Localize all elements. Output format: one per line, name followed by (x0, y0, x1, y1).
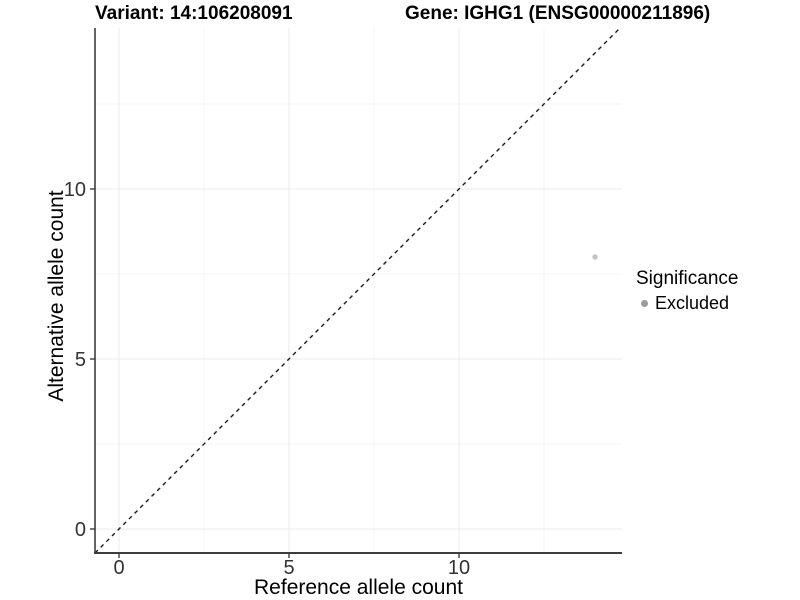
legend-title: Significance (636, 268, 739, 289)
excluded-marker-icon (641, 300, 648, 307)
x-tick-label: 10 (448, 557, 470, 579)
x-tick-label: 5 (283, 557, 294, 579)
legend-item-excluded: Excluded (636, 293, 738, 314)
legend-item-label: Excluded (655, 293, 730, 313)
data-point (592, 254, 598, 260)
variant-title: Variant: 14:106208091 (95, 3, 293, 24)
legend: Significance Excluded (636, 268, 738, 314)
y-axis-title: Alternative allele count (45, 190, 68, 402)
identity-reference-line (94, 27, 621, 554)
y-tick-label: 10 (64, 179, 86, 201)
x-axis-title: Reference allele count (254, 576, 463, 599)
x-tick-label: 0 (113, 557, 124, 579)
y-tick-label: 0 (75, 519, 86, 541)
gene-title: Gene: IGHG1 (ENSG00000211896) (405, 3, 711, 24)
y-tick-label: 5 (75, 349, 86, 371)
